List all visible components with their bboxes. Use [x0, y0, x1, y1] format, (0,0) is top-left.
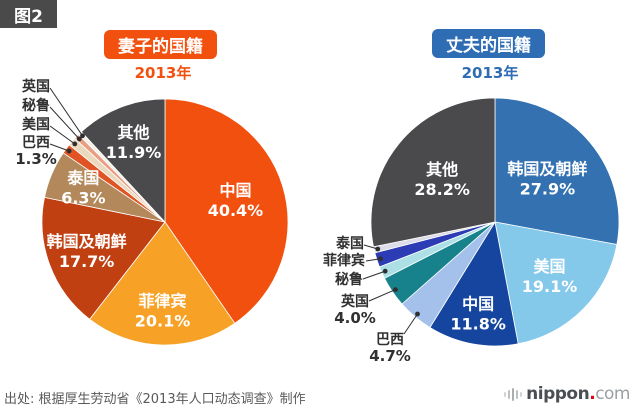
slice-label-中国: 中国	[219, 181, 251, 200]
nippon-logo-icon	[504, 387, 523, 401]
slice-pct-巴西: 4.7%	[369, 347, 411, 365]
pie-slice-美国	[494, 221, 618, 345]
slice-label-泰国: 泰国	[66, 169, 99, 188]
husband-chart-title: 丈夫的国籍	[446, 36, 531, 56]
wife-chart-year: 2013年	[134, 64, 192, 82]
leader-line-秘鲁	[362, 270, 386, 280]
slice-pct-菲律宾: 20.1%	[135, 312, 191, 331]
slice-pct-美国: 19.1%	[522, 277, 578, 296]
slice-label-泰国: 泰国	[335, 235, 364, 252]
slice-label-菲律宾: 菲律宾	[138, 292, 186, 311]
pie-slice-菲律宾	[89, 221, 236, 346]
slice-label-菲律宾: 菲律宾	[323, 252, 365, 269]
leader-dot-美国	[72, 141, 78, 147]
slice-pct-中国: 11.8%	[450, 314, 506, 333]
nippon-logo-text: nippon.com	[526, 384, 630, 404]
leader-line-美国	[49, 125, 76, 145]
slice-label-其他: 其他	[426, 160, 458, 179]
source-note: 出处: 根据厚生劳动省《2013年人口动态调查》制作	[4, 392, 306, 407]
slice-pct-中国: 40.4%	[208, 201, 264, 220]
figure-label: 图2	[14, 6, 43, 27]
pie-slice-其他	[81, 98, 166, 223]
slice-label-秘鲁: 秘鲁	[335, 271, 363, 288]
leader-line-菲律宾	[365, 258, 381, 262]
slice-pct-巴西: 1.3%	[15, 150, 57, 168]
slice-label-中国: 中国	[462, 294, 494, 313]
slice-label-秘鲁: 秘鲁	[22, 97, 50, 114]
leader-dot-英国	[80, 133, 85, 139]
slice-label-巴西: 巴西	[376, 332, 404, 348]
leader-line-巴西	[403, 313, 418, 335]
slice-label-其他: 其他	[118, 123, 150, 142]
leader-line-秘鲁	[49, 106, 80, 140]
leader-dot-秘鲁	[76, 136, 82, 142]
leader-line-英国	[49, 87, 83, 137]
pie-slice-韩国及朝鲜	[494, 97, 620, 245]
figure-badge: 图2	[0, 0, 57, 28]
slice-label-巴西: 巴西	[22, 135, 50, 151]
leader-dot-巴西	[66, 148, 72, 154]
slice-label-美国: 美国	[22, 116, 50, 133]
leader-dot-菲律宾	[378, 256, 383, 262]
slice-pct-泰国: 6.3%	[61, 189, 105, 208]
slice-pct-其他: 11.9%	[106, 143, 162, 162]
husband-chart-year: 2013年	[461, 64, 519, 82]
wife-chart-title-box: 妻子的国籍	[104, 30, 217, 59]
pie-slice-其他	[370, 97, 496, 248]
pie-slice-中国	[164, 98, 289, 324]
leader-dot-泰国	[375, 246, 381, 252]
pie-slice-韩国及朝鲜	[41, 197, 166, 320]
leader-dot-英国	[393, 287, 398, 292]
slice-label-美国: 美国	[534, 257, 566, 276]
slice-label-韩国及朝鲜: 韩国及朝鲜	[507, 159, 587, 178]
pie-slice-中国	[429, 221, 519, 347]
leader-line-英国	[368, 289, 396, 302]
wife-chart-title: 妻子的国籍	[118, 37, 203, 57]
slice-label-英国: 英国	[340, 293, 369, 310]
leader-dot-巴西	[415, 311, 420, 317]
slice-label-英国: 英国	[21, 78, 50, 95]
nippon-logo: nippon.com	[504, 384, 630, 404]
slice-pct-其他: 28.2%	[414, 180, 470, 199]
slice-label-韩国及朝鲜: 韩国及朝鲜	[47, 232, 127, 251]
slice-pct-韩国及朝鲜: 17.7%	[59, 252, 115, 271]
leader-dot-秘鲁	[382, 268, 388, 274]
slice-pct-韩国及朝鲜: 27.9%	[520, 179, 576, 198]
husband-chart-title-box: 丈夫的国籍	[432, 29, 545, 58]
slice-pct-英国: 4.0%	[334, 309, 376, 327]
leader-line-巴西	[49, 143, 70, 152]
